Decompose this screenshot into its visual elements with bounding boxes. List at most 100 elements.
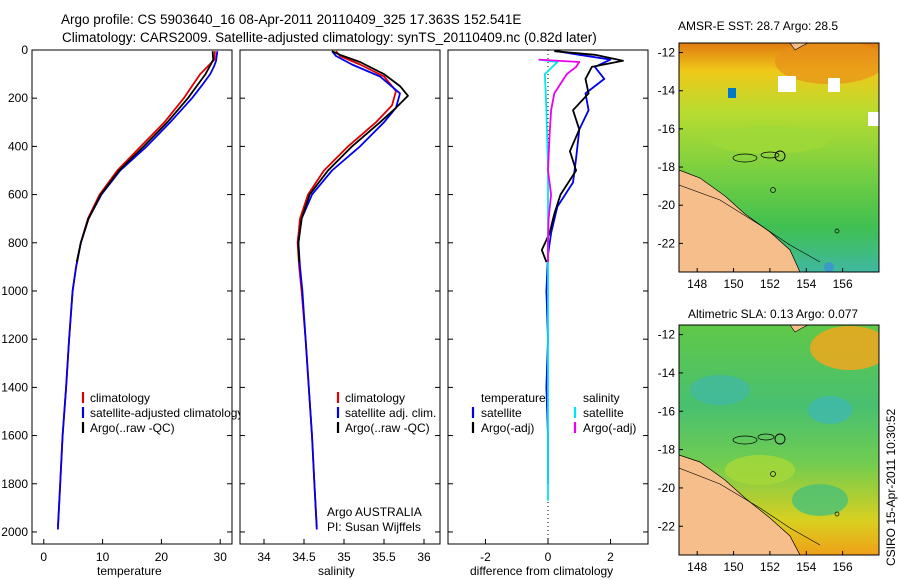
map-y-tick-label: -14 [658,366,676,380]
sla-map-title: Altimetric SLA: 0.13 Argo: 0.077 [688,307,858,321]
map-x-tick-label: 154 [796,277,816,291]
map-y-tick-label: -12 [658,46,676,60]
series-line-argo-raw-qc- [297,50,409,263]
sst-missing-data [828,78,840,92]
y-tick-label: 1600 [1,429,28,443]
map-x-tick-label: 152 [760,277,780,291]
sla-island [834,511,840,517]
sla-island [770,471,776,477]
x-tick-label: -2 [480,550,491,564]
legend-heading-temperature: temperature [481,391,546,405]
x-tick-label: 35 [337,550,351,564]
sla-argo-location [774,433,786,445]
map-y-tick-label: -16 [658,122,676,136]
y-tick-label: 2000 [1,525,28,539]
y-tick-label: 600 [8,188,28,202]
sla-map-frame [678,324,880,556]
temperature-panel: 0 10 20 30 0 200 400 600 800 1000 1200 1400 1600 1800… [1,43,243,578]
sst-map-title: AMSR-E SST: 28.7 Argo: 28.5 [678,19,838,33]
legend-label-sal-satellite: satellite [583,406,624,420]
sst-island [732,153,758,163]
map-y-tick-label: -18 [658,443,676,457]
sst-cool-patch [710,126,830,154]
series-line-argo-raw-qc- [75,51,215,263]
sst-missing-data [778,76,796,92]
sla-low-patch [808,396,852,424]
sla-island [732,435,758,445]
difference-legend: temperature satellite Argo(-adj) salinit… [471,391,636,435]
map-x-tick-label: 154 [796,560,816,574]
figure-title-line1: Argo profile: CS 5903640_16 08-Apr-2011 … [61,12,521,27]
temperature-legend: climatology satellite-adjusted climatolo… [81,391,243,435]
difference-panel: -2 0 2 difference from climatology tempera… [447,49,649,578]
y-tick-label: 1200 [1,332,28,346]
legend-label-temp-satellite: satellite [481,406,522,420]
map-y-tick-label: -22 [658,519,676,533]
sst-argo-location [774,150,786,162]
sla-map-panel: Altimetric SLA: 0.13 Argo: 0.077 148 150 1… [658,307,880,574]
sst-warm-patch [775,43,879,84]
legend-label-temp-argo: Argo(-adj) [481,421,534,435]
legend-label-sal-argo: Argo(-adj) [583,421,636,435]
map-y-tick-label: -14 [658,84,676,98]
sla-island [757,433,775,441]
map-x-tick-label: 148 [687,560,707,574]
series-line-salinity-argo-adj- [538,58,581,263]
salinity-xlabel: salinity [318,564,355,578]
map-y-tick-label: -18 [658,160,676,174]
difference-xlabel: difference from climatology [470,564,613,578]
sst-coast-top [789,43,809,51]
sla-low-patch [792,484,848,516]
timestamp-label: CSIRO 15-Apr-2011 10:30:52 [884,408,898,566]
sla-low-patch [690,375,750,405]
x-tick-label: 20 [155,550,169,564]
y-tick-label: 400 [8,139,28,153]
legend-label-argo: Argo(..raw -QC) [345,421,430,435]
y-tick-label: 0 [21,43,28,57]
x-tick-label: 35.5 [372,550,396,564]
sla-reef-outline [679,467,821,546]
x-tick-label: 34 [257,550,271,564]
sst-island [770,187,776,193]
legend-label-satellite: satellite-adjusted climatology [90,406,243,420]
sla-coast-top [789,325,809,333]
sst-anomaly-pixel [728,88,736,98]
y-tick-label: 1800 [1,477,28,491]
x-tick-label: 34.5 [292,550,316,564]
map-x-tick-label: 156 [833,277,853,291]
argo-institution-annotation: Argo AUSTRALIA [327,505,422,519]
sst-map-panel: AMSR-E SST: 28.7 Argo: 28.5 148 150 152 154… [658,19,880,291]
x-tick-label: 30 [214,550,228,564]
salinity-legend: climatology satellite adj. clim. Argo(..… [336,391,436,435]
series-line-temperature-argo-adj- [540,50,624,263]
y-tick-label: 200 [8,91,28,105]
x-tick-label: 2 [607,550,614,564]
map-y-tick-label: -20 [658,198,676,212]
temperature-xlabel: temperature [97,564,162,578]
legend-label-climatology: climatology [90,391,150,405]
y-tick-label: 1400 [1,380,28,394]
sla-high-patch [810,326,879,370]
sst-island [834,228,840,234]
map-y-tick-label: -12 [658,328,676,342]
argo-pi-annotation: PI: Susan Wijffels [327,520,421,534]
sst-reef-outline [679,184,821,263]
map-y-tick-label: -22 [658,236,676,250]
x-tick-label: 36 [417,550,431,564]
x-tick-label: 0 [545,550,552,564]
series-line-satellite-adj-clim- [297,50,401,530]
x-tick-label: 10 [96,550,110,564]
figure-title-line2: Climatology: CARS2009. Satellite-adjuste… [62,30,597,45]
salinity-axes-frame [239,49,441,545]
map-x-tick-label: 152 [760,560,780,574]
sst-map-frame [678,42,880,273]
legend-label-satellite: satellite adj. clim. [345,406,436,420]
sla-mid-patch [725,455,795,485]
legend-label-climatology: climatology [345,391,405,405]
map-x-tick-label: 148 [687,277,707,291]
map-y-tick-label: -20 [658,481,676,495]
legend-heading-salinity: salinity [583,391,620,405]
map-y-tick-label: -16 [658,404,676,418]
x-tick-label: 0 [40,550,47,564]
